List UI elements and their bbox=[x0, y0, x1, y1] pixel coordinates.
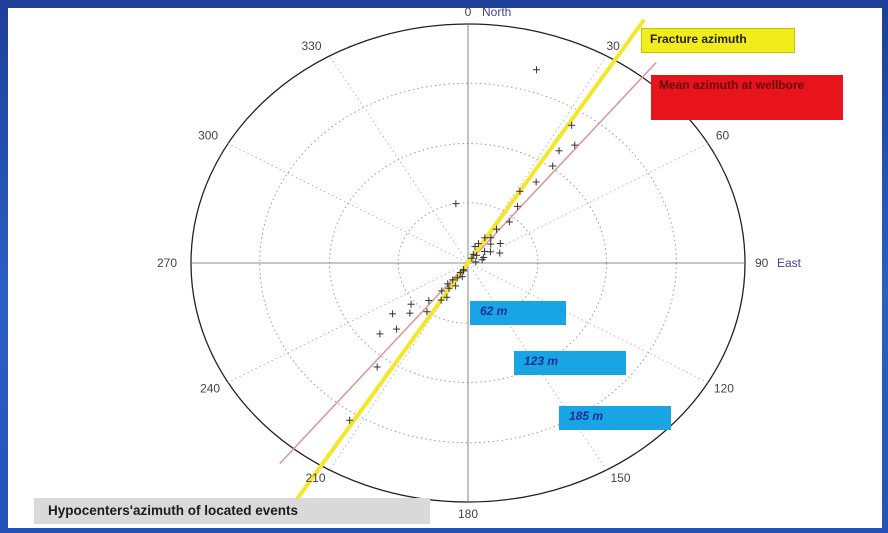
angle-label-210: 210 bbox=[305, 471, 325, 485]
event-marker bbox=[481, 234, 489, 242]
event-marker bbox=[471, 243, 479, 251]
angle-label-330: 330 bbox=[301, 39, 321, 53]
event-marker bbox=[373, 363, 381, 371]
event-marker bbox=[468, 254, 476, 262]
event-marker bbox=[532, 178, 540, 186]
event-marker bbox=[473, 251, 481, 259]
event-marker bbox=[555, 147, 563, 155]
event-marker bbox=[438, 287, 446, 295]
event-markers bbox=[346, 66, 579, 424]
event-marker bbox=[452, 200, 460, 208]
event-marker bbox=[449, 276, 457, 284]
radial-label-185: 185 m bbox=[559, 406, 671, 430]
azimuth-lines bbox=[279, 18, 657, 508]
angle-label-30: 30 bbox=[607, 39, 621, 53]
event-marker bbox=[376, 330, 384, 338]
angle-label-90: 90 bbox=[755, 256, 769, 270]
event-marker bbox=[389, 310, 397, 318]
event-marker bbox=[496, 239, 504, 247]
event-marker bbox=[393, 325, 401, 333]
event-marker bbox=[460, 267, 468, 275]
event-marker bbox=[492, 225, 500, 233]
event-marker bbox=[472, 258, 480, 266]
event-marker bbox=[437, 296, 445, 304]
polar-grid bbox=[190, 23, 746, 503]
event-marker bbox=[474, 240, 482, 248]
spoke-30 bbox=[329, 55, 607, 471]
event-marker bbox=[407, 300, 415, 308]
event-marker bbox=[443, 293, 451, 301]
angle-label-180: 180 bbox=[458, 507, 478, 521]
event-marker bbox=[487, 240, 495, 248]
event-marker bbox=[406, 309, 414, 317]
spoke-60 bbox=[227, 143, 709, 383]
event-marker bbox=[571, 141, 579, 149]
event-marker bbox=[423, 308, 431, 316]
angle-label-300: 300 bbox=[198, 129, 218, 143]
event-marker bbox=[505, 218, 513, 226]
azimuth-line-2 bbox=[290, 18, 646, 508]
event-marker bbox=[452, 282, 460, 290]
mean-azimuth-label: Mean azimuth at wellbore bbox=[651, 75, 843, 120]
event-marker bbox=[568, 121, 576, 129]
event-marker bbox=[444, 280, 452, 288]
angle-label-60: 60 bbox=[716, 129, 730, 143]
polar-plot: 0 30 60 90 120 150 180 210 240 270 300 330 North East bbox=[157, 8, 802, 521]
event-marker bbox=[496, 249, 504, 257]
angle-label-120: 120 bbox=[714, 382, 734, 396]
event-marker bbox=[346, 416, 354, 424]
event-marker bbox=[478, 256, 486, 264]
event-marker bbox=[456, 269, 464, 277]
event-marker bbox=[469, 250, 477, 258]
east-label: East bbox=[777, 256, 802, 270]
event-marker bbox=[487, 234, 495, 242]
figure-panel: 0 30 60 90 120 150 180 210 240 270 300 330 North East… bbox=[8, 8, 882, 528]
event-marker bbox=[513, 202, 521, 210]
event-marker bbox=[516, 187, 524, 195]
angle-label-0: 0 bbox=[465, 8, 472, 19]
angle-label-270: 270 bbox=[157, 256, 177, 270]
event-marker bbox=[425, 297, 433, 305]
north-label: North bbox=[482, 8, 511, 19]
angle-labels: 0 30 60 90 120 150 180 210 240 270 300 330 North East bbox=[157, 8, 802, 521]
event-marker bbox=[481, 247, 489, 255]
figure-caption: Hypocenters'azimuth of located events bbox=[34, 498, 430, 524]
event-marker bbox=[532, 66, 540, 74]
fracture-azimuth-label: Fracture azimuth bbox=[641, 28, 795, 53]
event-marker bbox=[458, 273, 466, 281]
radial-label-62: 62 m bbox=[470, 301, 566, 325]
event-marker bbox=[445, 284, 453, 292]
spoke-150 bbox=[329, 55, 607, 471]
radial-label-123: 123 m bbox=[514, 351, 626, 375]
angle-label-150: 150 bbox=[611, 471, 631, 485]
event-marker bbox=[549, 162, 557, 170]
angle-label-240: 240 bbox=[200, 382, 220, 396]
event-marker bbox=[453, 274, 461, 282]
spoke-120 bbox=[227, 143, 709, 383]
